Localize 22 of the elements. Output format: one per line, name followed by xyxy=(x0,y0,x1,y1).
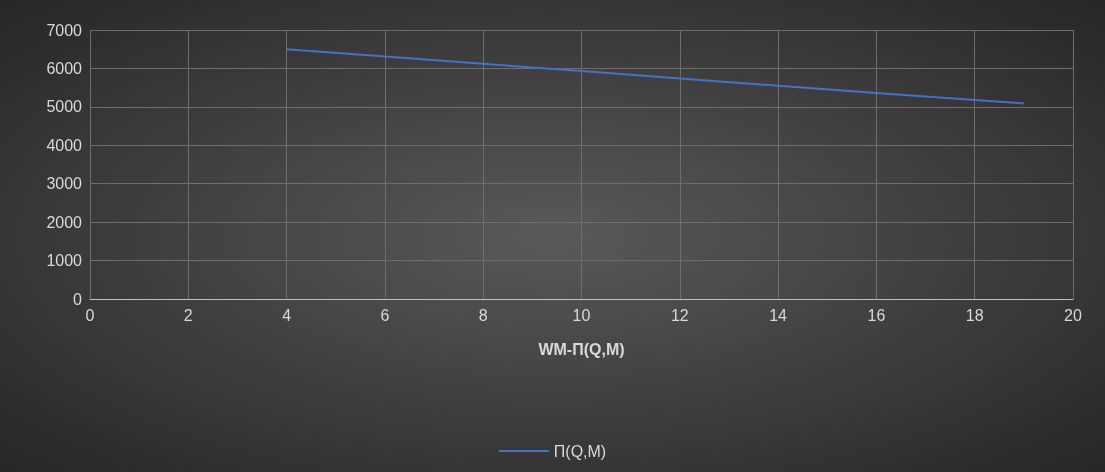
x-tick-label: 2 xyxy=(183,306,193,324)
x-tick-label: 12 xyxy=(670,306,689,324)
y-tick-label: 0 xyxy=(73,290,83,308)
x-tick-label: 6 xyxy=(380,306,390,324)
y-tick-label: 7000 xyxy=(46,21,83,39)
x-axis-title: WM-П(Q,M) xyxy=(538,340,625,358)
x-tick-label: 0 xyxy=(85,306,95,324)
y-tick-label: 1000 xyxy=(46,252,83,270)
y-tick-label: 6000 xyxy=(46,59,83,77)
x-tick-label: 8 xyxy=(478,306,488,324)
y-tick-label: 4000 xyxy=(46,136,83,154)
x-tick-label: 18 xyxy=(965,306,984,324)
legend-label: П(Q,M) xyxy=(553,442,607,460)
x-tick-label: 4 xyxy=(282,306,292,324)
y-tick-label: 5000 xyxy=(46,98,83,116)
y-tick-label: 2000 xyxy=(46,213,83,231)
x-tick-label: 16 xyxy=(867,306,886,324)
x-tick-label: 10 xyxy=(572,306,591,324)
y-tick-label: 3000 xyxy=(46,175,83,193)
x-tick-label: 20 xyxy=(1064,306,1082,324)
line-series xyxy=(285,48,1025,105)
x-tick-label: 14 xyxy=(769,306,788,324)
